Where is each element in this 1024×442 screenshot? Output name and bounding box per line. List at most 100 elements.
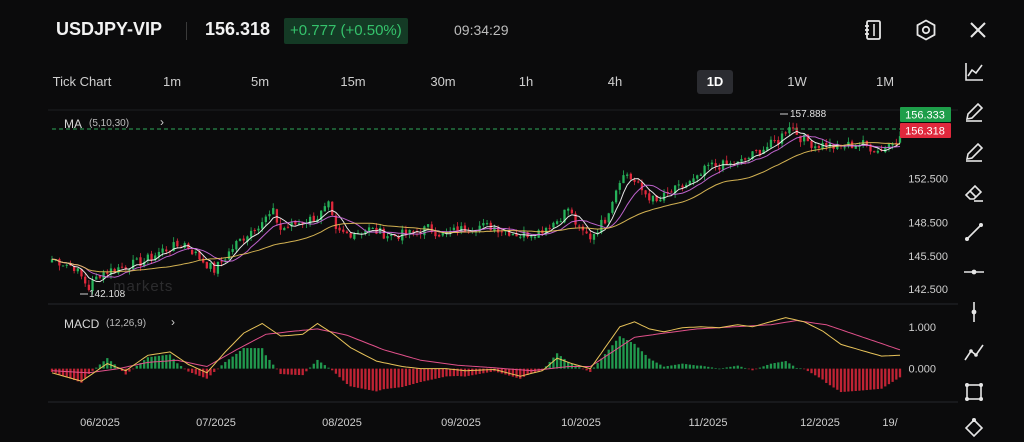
- macd-histogram-bar: [489, 368, 492, 372]
- macd-histogram-bar: [131, 368, 135, 370]
- macd-histogram-bar: [585, 368, 588, 371]
- horizontal-line-icon[interactable]: [962, 260, 986, 284]
- candle-body: [482, 223, 485, 226]
- timeframe-1d[interactable]: 1D: [697, 70, 733, 94]
- macd-histogram-bar: [84, 368, 87, 379]
- settings-icon[interactable]: [914, 18, 938, 42]
- macd-histogram-bar: [858, 368, 861, 391]
- timeframe-1m[interactable]: 1m: [162, 74, 182, 89]
- notebook-icon[interactable]: [862, 18, 886, 42]
- date-axis-tick: 11/2025: [689, 417, 728, 429]
- macd-histogram-bar: [408, 368, 411, 386]
- candle-body: [585, 231, 588, 234]
- candle-body: [50, 259, 54, 263]
- pencil-icon[interactable]: [962, 100, 986, 124]
- macd-histogram-bar: [154, 356, 157, 369]
- macd-histogram-bar: [511, 368, 515, 377]
- macd-histogram-bar: [312, 363, 315, 369]
- macd-histogram-bar: [430, 368, 433, 380]
- candle-body: [146, 254, 150, 261]
- candle-body: [802, 134, 806, 142]
- macd-histogram-bar: [434, 368, 437, 379]
- macd-histogram-bar: [692, 365, 695, 369]
- timeframe-tick[interactable]: Tick Chart: [52, 74, 112, 89]
- candle-body: [651, 195, 655, 202]
- macd-histogram-bar: [655, 362, 658, 369]
- timeframe-1m-month[interactable]: 1M: [875, 74, 895, 89]
- polyline-icon[interactable]: [962, 340, 986, 364]
- macd-histogram-bar: [696, 365, 699, 369]
- macd-histogram-bar: [143, 360, 146, 369]
- timeframe-5m[interactable]: 5m: [250, 74, 270, 89]
- candle-body: [268, 214, 271, 217]
- macd-histogram-bar: [128, 368, 131, 372]
- chevron-right-icon[interactable]: ›: [160, 115, 164, 129]
- candle-body: [589, 233, 592, 240]
- macd-histogram-bar: [213, 368, 216, 372]
- candle-body: [703, 165, 706, 176]
- macd-histogram-bar: [651, 360, 655, 369]
- candle-body: [150, 253, 153, 260]
- macd-histogram-bar: [290, 368, 293, 375]
- macd-indicator-label[interactable]: MACD: [64, 317, 100, 331]
- candle-body: [128, 269, 131, 271]
- date-axis-tick: 19/: [882, 417, 898, 429]
- macd-histogram-bar: [814, 368, 817, 376]
- candle-body: [393, 235, 397, 237]
- candle-body: [124, 267, 127, 270]
- candle-body: [677, 184, 680, 186]
- timeframe-1w[interactable]: 1W: [787, 74, 807, 89]
- line-chart-icon[interactable]: [962, 60, 986, 84]
- candle-body: [552, 222, 555, 228]
- macd-histogram-bar: [349, 368, 352, 387]
- timeframe-1h[interactable]: 1h: [518, 74, 534, 89]
- ma-indicator-label[interactable]: MA: [64, 117, 82, 131]
- macd-histogram-bar: [246, 348, 249, 369]
- macd-histogram-bar: [508, 368, 511, 376]
- chevron-right-icon[interactable]: ›: [171, 315, 175, 329]
- candle-body: [629, 173, 632, 180]
- macd-histogram-bar: [393, 368, 397, 388]
- candle-body: [891, 143, 894, 146]
- candle-body: [364, 231, 367, 234]
- macd-histogram-bar: [482, 368, 485, 374]
- close-icon[interactable]: [966, 18, 990, 42]
- pencil-icon[interactable]: [962, 140, 986, 164]
- rectangle-icon[interactable]: [962, 380, 986, 404]
- macd-histogram-bar: [224, 361, 227, 369]
- candle-body: [780, 133, 784, 144]
- candle-body: [681, 185, 684, 188]
- candle-body: [592, 233, 596, 240]
- timeframe-15m[interactable]: 15m: [340, 74, 366, 89]
- candle-body: [515, 233, 518, 237]
- macd-histogram-bar: [799, 368, 802, 370]
- timeframe-4h[interactable]: 4h: [607, 74, 623, 89]
- price-axis-tick: 142.500: [908, 284, 948, 296]
- timeframe-30m[interactable]: 30m: [430, 74, 456, 89]
- candle-body: [220, 261, 223, 263]
- macd-histogram-bar: [898, 368, 902, 378]
- candle-body: [227, 251, 231, 260]
- symbol-title[interactable]: USDJPY-VIP: [56, 19, 163, 39]
- candle-body: [603, 219, 607, 224]
- trend-line-icon[interactable]: [962, 220, 986, 244]
- candle-body: [106, 272, 109, 274]
- macd-histogram-bar: [485, 368, 489, 373]
- candle-body: [452, 227, 456, 231]
- shape-icon[interactable]: [962, 416, 986, 440]
- macd-dea-line: [51, 319, 901, 374]
- candle-body: [58, 259, 61, 266]
- watermark: markets: [113, 278, 174, 295]
- candle-body: [508, 231, 511, 236]
- candle-body: [496, 227, 500, 233]
- macd-histogram-bar: [659, 364, 662, 369]
- candle-body: [670, 191, 673, 193]
- candle-body: [861, 140, 865, 144]
- eraser-icon[interactable]: [962, 180, 986, 204]
- candle-body: [740, 158, 743, 162]
- candle-body: [666, 191, 669, 193]
- candle-body: [773, 140, 776, 142]
- vertical-line-icon[interactable]: [962, 300, 986, 324]
- macd-histogram-bar: [150, 356, 153, 369]
